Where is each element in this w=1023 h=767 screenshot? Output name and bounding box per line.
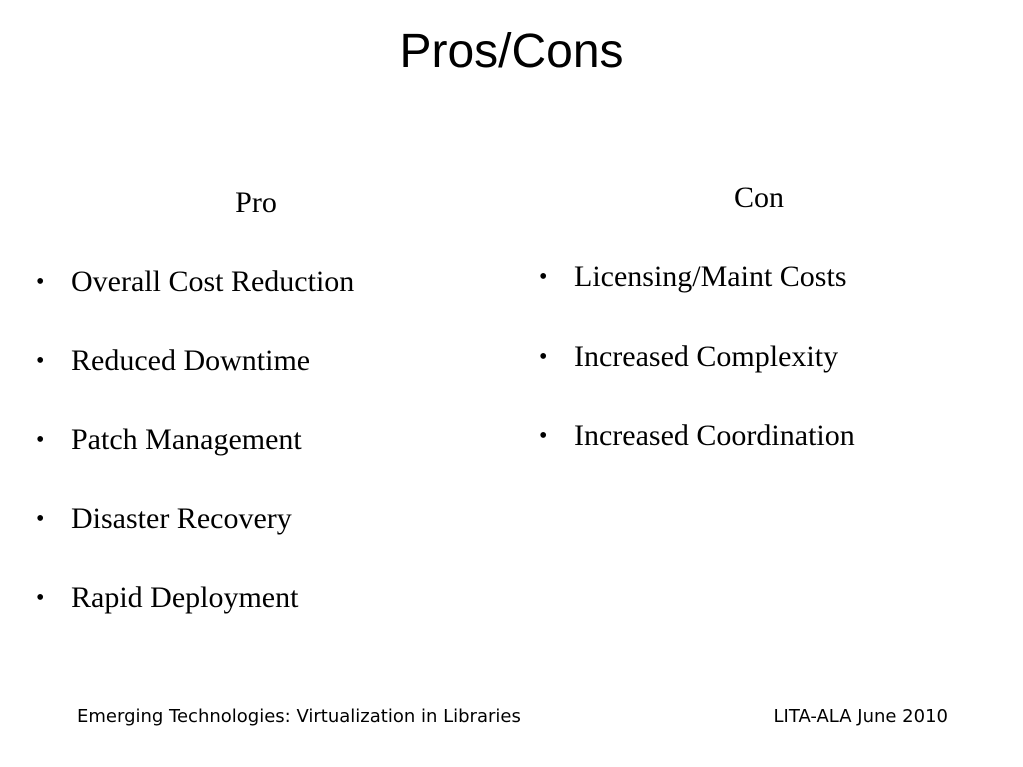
pro-list-item: • Rapid Deployment (36, 580, 506, 659)
con-list-item: • Increased Complexity (539, 339, 1009, 419)
pro-item-text: Reduced Downtime (71, 344, 311, 377)
pro-item-text: Rapid Deployment (71, 581, 299, 614)
bullet-icon: • (36, 506, 45, 532)
bullet-icon: • (36, 348, 45, 374)
pro-list: • Overall Cost Reduction • Reduced Downt… (36, 264, 506, 659)
pro-heading: Pro (235, 186, 277, 219)
con-item-text: Increased Coordination (574, 419, 855, 452)
con-list: • Licensing/Maint Costs • Increased Comp… (539, 259, 1009, 498)
con-item-text: Increased Complexity (574, 339, 839, 373)
pro-list-item: • Overall Cost Reduction (36, 264, 506, 343)
footer-left: Emerging Technologies: Virtualization in… (77, 706, 521, 727)
pro-list-item: • Reduced Downtime (36, 343, 506, 422)
pro-item-text: Overall Cost Reduction (71, 265, 355, 298)
con-item-text: Licensing/Maint Costs (574, 260, 847, 293)
slide-title: Pros/Cons (399, 25, 624, 78)
bullet-icon: • (36, 427, 45, 453)
bullet-icon: • (36, 585, 45, 611)
con-list-item: • Licensing/Maint Costs (539, 259, 1009, 339)
pro-list-item: • Patch Management (36, 422, 506, 501)
footer-right: LITA-ALA June 2010 (773, 706, 948, 727)
bullet-icon: • (36, 269, 45, 295)
pro-list-item: • Disaster Recovery (36, 501, 506, 580)
bullet-icon: • (539, 423, 548, 449)
bullet-icon: • (539, 264, 548, 290)
pro-item-text: Disaster Recovery (71, 502, 292, 535)
con-list-item: • Increased Coordination (539, 418, 1009, 498)
con-heading: Con (733, 181, 784, 214)
pro-item-text: Patch Management (71, 423, 302, 456)
bullet-icon: • (539, 343, 548, 370)
